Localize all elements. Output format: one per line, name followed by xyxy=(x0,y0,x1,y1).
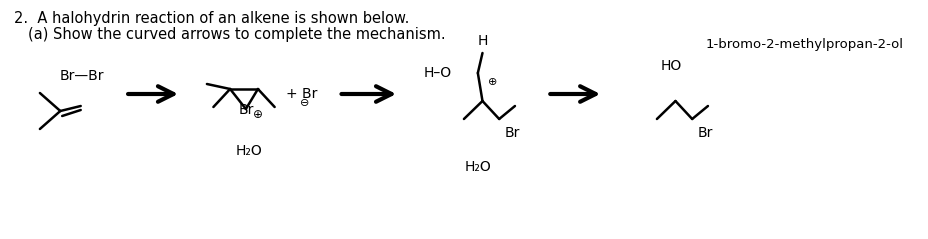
Text: Br: Br xyxy=(697,126,712,140)
Text: Br: Br xyxy=(504,126,520,140)
Text: H–O: H–O xyxy=(423,66,451,80)
Text: ⊕: ⊕ xyxy=(487,77,496,87)
Text: ⊖: ⊖ xyxy=(300,98,309,108)
Text: ⊕: ⊕ xyxy=(252,108,263,121)
Text: H₂O: H₂O xyxy=(235,144,262,158)
Text: (a) Show the curved arrows to complete the mechanism.: (a) Show the curved arrows to complete t… xyxy=(28,27,445,42)
Text: Br: Br xyxy=(238,103,253,117)
Text: H: H xyxy=(477,34,487,48)
Text: 1-bromo-2-methylpropan-2-ol: 1-bromo-2-methylpropan-2-ol xyxy=(704,38,902,50)
Text: 2.  A halohydrin reaction of an alkene is shown below.: 2. A halohydrin reaction of an alkene is… xyxy=(14,11,409,26)
Text: + Br: + Br xyxy=(286,87,316,101)
Text: Br—Br: Br—Br xyxy=(59,69,104,83)
Text: H₂O: H₂O xyxy=(464,160,491,174)
Text: HO: HO xyxy=(660,59,681,73)
